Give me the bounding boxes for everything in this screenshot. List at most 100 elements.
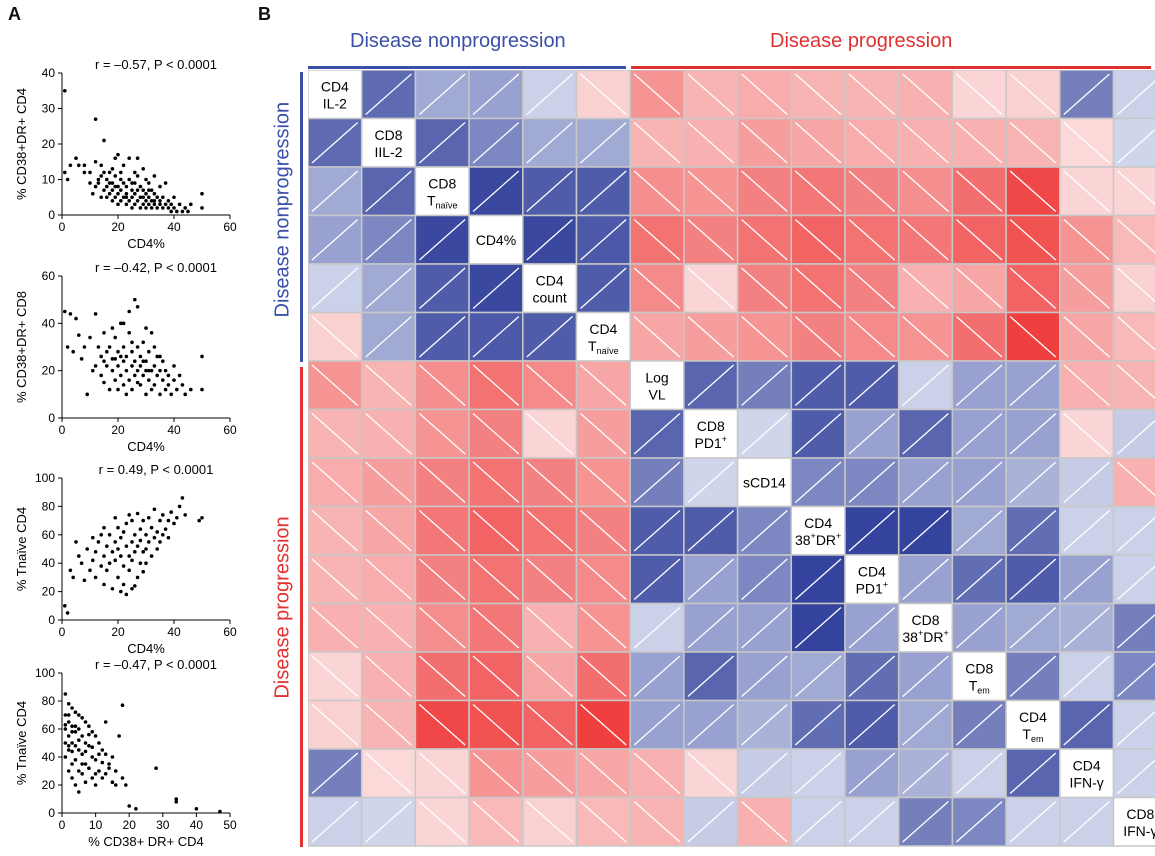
x-tick-label: 50 [223, 818, 237, 832]
scatter-point [141, 203, 145, 207]
scatter-point [178, 203, 182, 207]
scatter-point [141, 519, 145, 523]
scatter-point [125, 544, 129, 548]
scatter-point [178, 505, 182, 509]
scatter-point [77, 738, 81, 742]
scatter-point [130, 181, 134, 185]
scatter-point [122, 583, 126, 587]
heatmap-cell [1114, 410, 1155, 459]
scatter-point [133, 584, 137, 588]
scatter-point [144, 393, 148, 397]
scatter-point [119, 355, 123, 359]
heatmap-side-label-bottom: Disease progression [272, 508, 295, 708]
scatter-point [147, 181, 151, 185]
scatter-point [64, 727, 68, 731]
y-axis-label: % CD38+DR+ CD4 [14, 88, 29, 200]
heatmap-header-left-bar [308, 66, 626, 69]
scatter-point [122, 383, 126, 387]
x-tick-label: 40 [190, 818, 204, 832]
scatter-point [69, 312, 73, 316]
scatter-point [70, 762, 74, 766]
y-axis-label: % Tnaïve CD4 [14, 507, 29, 591]
y-tick-label: 0 [48, 411, 55, 425]
scatter-point [169, 393, 173, 397]
heatmap-variable-label: sCD14 [743, 474, 786, 490]
scatter-point [80, 357, 84, 361]
y-tick-label: 20 [42, 364, 56, 378]
scatter-point [111, 188, 115, 192]
scatter-point [161, 378, 165, 382]
scatter-point [84, 741, 88, 745]
scatter-point [64, 723, 68, 727]
scatter-point [114, 769, 118, 773]
scatter-point [80, 716, 84, 720]
heatmap-cell [1114, 264, 1155, 313]
scatter-point [85, 547, 89, 551]
scatter-point [147, 369, 151, 373]
scatter-point [77, 727, 81, 731]
scatter-point [101, 748, 105, 752]
scatter-point [94, 364, 98, 368]
scatter-point [88, 181, 92, 185]
heatmap-cell [1114, 507, 1155, 556]
scatter-point [136, 305, 140, 309]
y-tick-label: 30 [42, 102, 56, 116]
scatter-point [122, 181, 126, 185]
scatter-point [136, 156, 140, 160]
scatter-point [153, 345, 157, 349]
scatter-point [119, 590, 123, 594]
scatter-stat-label: r = 0.49, P < 0.0001 [99, 462, 214, 477]
scatter-point [200, 206, 204, 210]
scatter-point [141, 340, 145, 344]
x-tick-label: 60 [223, 423, 237, 437]
scatter-point [77, 790, 81, 794]
scatter-point [70, 741, 74, 745]
scatter-point [97, 540, 101, 544]
scatter-point [74, 758, 78, 762]
scatter-point [116, 388, 120, 392]
scatter-point [125, 522, 129, 526]
scatter-point [104, 752, 108, 756]
scatter-point [153, 203, 157, 207]
scatter-point [122, 530, 126, 534]
x-tick-label: 0 [59, 625, 66, 639]
scatter-point [84, 750, 88, 754]
scatter-point [121, 703, 125, 707]
y-tick-label: 40 [42, 556, 56, 570]
scatter-point [113, 540, 117, 544]
scatter-point [183, 393, 187, 397]
scatter-point [94, 185, 98, 189]
scatter-point [127, 331, 131, 335]
scatter-point [64, 741, 68, 745]
scatter-point [144, 326, 148, 330]
scatter-point [125, 203, 129, 207]
scatter-point [158, 369, 162, 373]
scatter-point [113, 336, 117, 340]
scatter-point [158, 199, 162, 203]
scatter-point [119, 374, 123, 378]
scatter-point [144, 561, 148, 565]
scatter-point [144, 192, 148, 196]
scatter-point [83, 578, 87, 582]
scatter-point [116, 576, 120, 580]
scatter-point [133, 374, 137, 378]
scatter-point [94, 783, 98, 787]
scatter-point [116, 192, 120, 196]
scatter-point [200, 516, 204, 520]
scatter-point [88, 569, 92, 573]
scatter-point [71, 350, 75, 354]
scatter-point [102, 381, 106, 385]
scatter-point [83, 345, 87, 349]
scatter-point [125, 393, 129, 397]
scatter-point [153, 174, 157, 178]
scatter-point [125, 185, 129, 189]
x-axis-label: CD4% [127, 236, 165, 251]
scatter-point [130, 206, 134, 210]
scatter-point [77, 713, 81, 717]
